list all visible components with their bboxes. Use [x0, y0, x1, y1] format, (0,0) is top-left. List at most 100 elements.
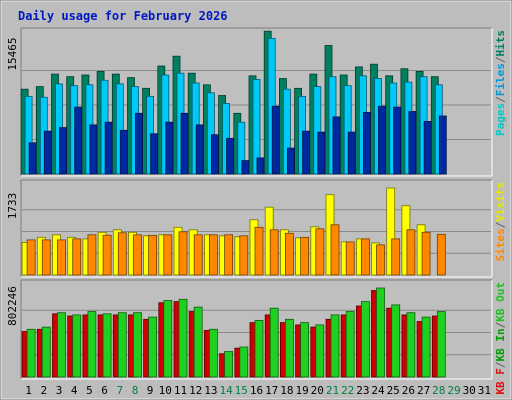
bar-kb-out-day-15	[239, 346, 249, 378]
bar-kb-out-day-23	[360, 301, 370, 378]
bar-kb-out-day-16	[254, 319, 264, 378]
x-tick-label-day-11: 11	[174, 384, 187, 397]
legend-entry: KB F	[494, 368, 507, 395]
x-tick-label-day-1: 1	[25, 384, 32, 397]
x-tick-label-day-21: 21	[326, 384, 339, 397]
legend-entry: /	[494, 321, 507, 328]
bar-kb-out-day-14	[224, 351, 234, 378]
legend-entry: Sites	[494, 228, 507, 261]
bar-kb-out-day-21	[330, 314, 340, 378]
bar-files-day-22	[343, 85, 352, 175]
bar-pages-day-11	[180, 112, 189, 175]
bar-sites-day-18	[284, 232, 294, 276]
bar-sites-day-7	[117, 232, 127, 276]
panel-max-label: 802246	[6, 286, 19, 326]
bar-sites-day-23	[360, 238, 370, 276]
bar-kb-out-day-5	[87, 311, 97, 378]
bar-kb-out-day-1	[26, 328, 36, 378]
bar-kb-out-day-25	[391, 304, 401, 378]
legend-entry: /	[494, 361, 507, 368]
bar-sites-day-10	[163, 234, 173, 276]
bar-sites-day-12	[193, 234, 203, 276]
bar-kb-out-day-13	[208, 328, 218, 378]
bar-kb-out-day-20	[315, 324, 325, 378]
bar-pages-day-12	[195, 124, 204, 175]
legend-entry: KB Out	[494, 282, 507, 322]
bar-sites-day-25	[391, 238, 401, 276]
bar-sites-day-15	[239, 235, 249, 276]
x-tick-label-day-14: 14	[219, 384, 233, 397]
bar-kb-out-day-12	[193, 306, 203, 378]
x-tick-label-day-20: 20	[311, 384, 324, 397]
bar-kb-out-day-11	[178, 298, 188, 378]
x-tick-label-day-8: 8	[132, 384, 139, 397]
bar-files-day-16	[252, 79, 261, 175]
bar-sites-day-1	[26, 239, 36, 276]
bar-pages-day-9	[150, 133, 159, 175]
bar-sites-day-13	[208, 234, 218, 276]
x-tick-label-day-9: 9	[147, 384, 154, 397]
bar-sites-day-22	[345, 241, 355, 276]
bar-pages-day-25	[393, 106, 402, 175]
bar-pages-day-7	[119, 129, 128, 175]
x-tick-label-day-15: 15	[235, 384, 248, 397]
x-tick-label-day-24: 24	[371, 384, 385, 397]
x-tick-label-day-30: 30	[463, 384, 476, 397]
bar-files-day-18	[282, 88, 291, 175]
legend-entry: Hits	[494, 30, 507, 57]
x-tick-label-day-29: 29	[447, 384, 460, 397]
x-tick-label-day-4: 4	[71, 384, 78, 397]
bar-pages-day-13	[210, 134, 219, 175]
series-hits	[20, 30, 439, 175]
bar-files-day-1	[24, 96, 33, 175]
legend-entry: /	[494, 221, 507, 228]
bar-kb-out-day-19	[300, 322, 310, 378]
bar-pages-day-14	[226, 137, 235, 175]
bar-sites-day-21	[330, 224, 340, 276]
chart-title: Daily usage for February 2026	[18, 9, 228, 23]
panel-max-label: 1733	[6, 193, 19, 220]
bar-pages-day-20	[317, 131, 326, 175]
bar-sites-day-24	[376, 244, 385, 276]
x-tick-label-day-10: 10	[159, 384, 172, 397]
bar-sites-day-2	[41, 239, 51, 276]
series-kb-out	[26, 287, 446, 378]
bar-kb-out-day-22	[345, 311, 355, 378]
bar-pages-day-5	[89, 124, 98, 175]
x-tick-label-day-27: 27	[417, 384, 430, 397]
x-tick-label-day-31: 31	[478, 384, 491, 397]
panel-max-label: 15465	[6, 37, 19, 70]
x-tick-label-day-3: 3	[56, 384, 63, 397]
bar-kb-out-day-8	[133, 312, 142, 378]
bar-pages-day-2	[43, 130, 52, 175]
legend-entry: /	[494, 56, 507, 63]
x-axis: 1 2 3 4 5 6 7 8 9 10 11 12 13 14 15 16 17 18 19 20 21 22 23 24 2…	[25, 384, 491, 397]
panel-legend: Pages/Files/Hits	[494, 30, 507, 136]
bar-pages-day-10	[165, 121, 174, 175]
bar-kb-out-day-6	[102, 313, 112, 378]
panel-kbytes: 802246 KB F/KB In/KB Out	[6, 279, 507, 395]
legend-entry: Pages	[494, 103, 507, 136]
bar-kb-out-day-28	[436, 311, 446, 378]
bar-pages-day-22	[347, 131, 356, 175]
bar-pages-day-28	[438, 115, 447, 175]
x-tick-label-day-6: 6	[101, 384, 108, 397]
panel-legend: Sites/Visits	[494, 182, 507, 262]
bar-pages-day-18	[286, 147, 295, 175]
panel-legend: KB F/KB In/KB Out	[494, 282, 507, 395]
series-pages	[28, 105, 447, 175]
bar-pages-day-17	[271, 105, 280, 175]
bar-kb-out-day-4	[72, 314, 82, 378]
x-tick-label-day-2: 2	[40, 384, 47, 397]
bar-files-day-7	[115, 83, 124, 175]
bar-pages-day-1	[28, 142, 37, 175]
bar-sites-day-3	[57, 239, 66, 276]
bar-pages-day-4	[74, 106, 83, 175]
x-tick-label-day-5: 5	[86, 384, 93, 397]
x-tick-label-day-17: 17	[265, 384, 278, 397]
bar-pages-day-15	[241, 160, 250, 175]
x-tick-label-day-22: 22	[341, 384, 354, 397]
